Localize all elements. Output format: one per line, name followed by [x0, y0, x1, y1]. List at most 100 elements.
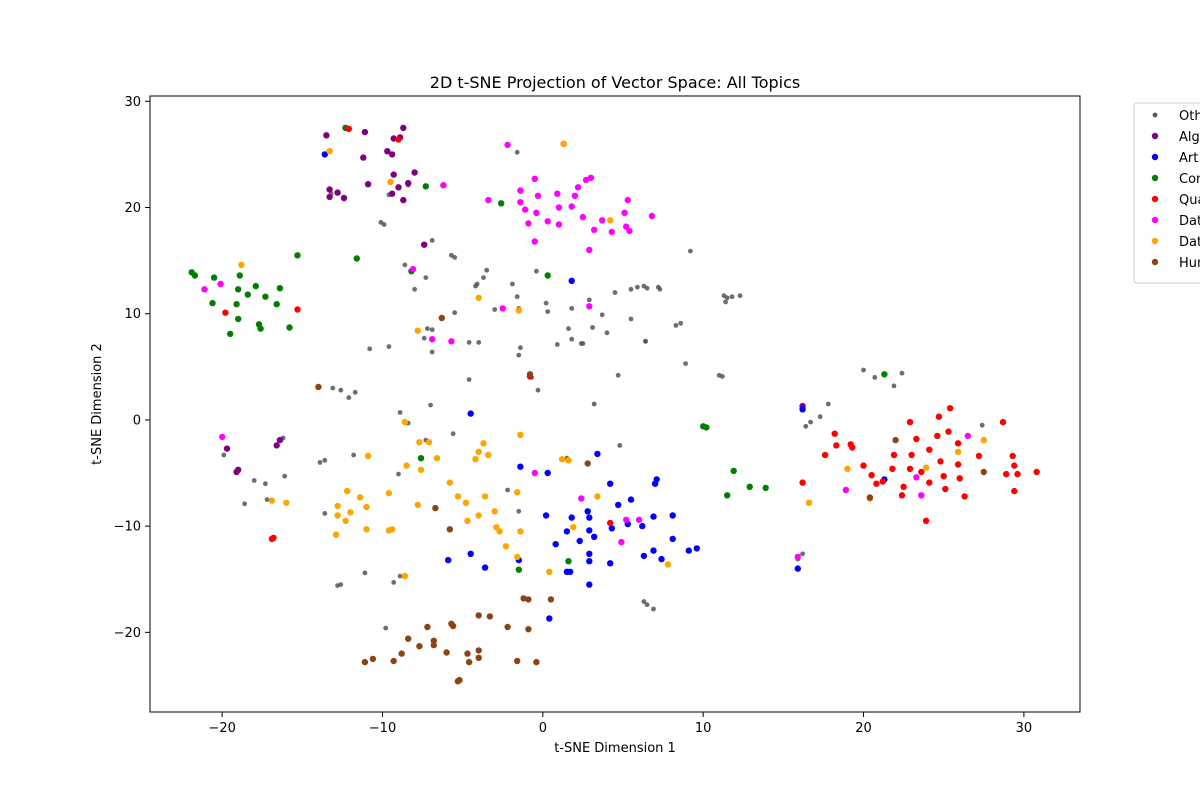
x-tick-label: 30 [1016, 721, 1033, 736]
scatter-point [954, 448, 962, 455]
scatter-point [481, 564, 489, 571]
scatter-point [918, 492, 925, 499]
scatter-point [518, 345, 523, 351]
scatter-point [353, 255, 360, 262]
scatter-point [522, 206, 529, 213]
scatter-point [233, 301, 240, 308]
scatter-point [412, 286, 417, 292]
chart-title: 2D t-SNE Projection of Vector Space: All… [430, 73, 800, 92]
y-tick-label: −20 [114, 626, 141, 641]
scatter-point [608, 525, 615, 532]
scatter-point [825, 401, 831, 407]
scatter-point [486, 613, 494, 620]
scatter-point [517, 463, 524, 470]
scatter-point [294, 306, 301, 313]
scatter-point [264, 497, 270, 502]
scatter-point [334, 189, 341, 196]
scatter-point [607, 480, 614, 487]
scatter-point [473, 283, 478, 289]
scatter-point [515, 307, 522, 314]
scatter-point [542, 512, 550, 519]
scatter-point [492, 307, 498, 312]
scatter-point [360, 154, 367, 161]
scatter-point [535, 387, 541, 393]
scatter-point [879, 478, 886, 485]
scatter-point [881, 371, 888, 378]
scatter-point [334, 512, 341, 519]
scatter-point [586, 581, 593, 588]
scatter-point [395, 184, 402, 191]
scatter-point [582, 176, 590, 184]
scatter-point [363, 526, 370, 533]
scatter-point [517, 187, 524, 194]
scatter-point [338, 387, 344, 393]
scatter-point [403, 462, 410, 469]
scatter-point [591, 401, 597, 407]
scatter-point [586, 303, 593, 310]
scatter-point [544, 218, 551, 225]
scatter-point [286, 324, 293, 331]
scatter-point [514, 553, 521, 561]
legend-marker [1151, 258, 1159, 266]
scatter-point [799, 479, 806, 486]
scatter-point [388, 151, 396, 158]
y-tick-label: 20 [124, 201, 141, 216]
scatter-point [1014, 470, 1021, 478]
scatter-point [703, 424, 710, 431]
scatter-point [599, 312, 605, 318]
scatter-point [352, 389, 358, 395]
scatter-point [514, 149, 520, 155]
scatter-point [599, 217, 606, 224]
scatter-point [276, 436, 284, 444]
scatter-point [544, 469, 551, 477]
scatter-point [926, 479, 933, 486]
scatter-point [462, 499, 470, 506]
scatter-point [580, 341, 586, 346]
scatter-point [940, 473, 947, 480]
scatter-point [794, 553, 801, 561]
scatter-point [223, 445, 231, 452]
scatter-point [586, 527, 593, 534]
scatter-point [222, 309, 229, 316]
scatter-point [525, 220, 532, 227]
scatter-point [608, 228, 615, 236]
scatter-point [669, 535, 676, 543]
scatter-point [409, 265, 417, 273]
scatter-point [390, 171, 397, 178]
scatter-point [866, 494, 874, 501]
scatter-point [345, 125, 352, 133]
scatter-point [363, 503, 370, 511]
legend-marker [1151, 195, 1159, 203]
scatter-point [417, 455, 425, 462]
scatter-point [979, 422, 985, 428]
scatter-point [555, 221, 563, 228]
scatter-point [385, 527, 393, 534]
scatter-point [268, 497, 276, 504]
scatter-point [664, 561, 672, 568]
scatter-point [737, 293, 743, 299]
scatter-point [400, 196, 407, 204]
scatter-point [799, 406, 806, 413]
scatter-point [525, 626, 532, 633]
scatter-point [571, 192, 579, 199]
scatter-point [918, 468, 925, 476]
scatter-point [954, 461, 962, 468]
scatter-point [934, 432, 941, 440]
scatter-point [346, 395, 352, 400]
scatter-point [517, 199, 524, 206]
scatter-point [510, 281, 515, 287]
scatter-point [401, 572, 409, 580]
scatter-point [935, 413, 943, 420]
scatter-point [627, 496, 635, 503]
scatter-point [669, 512, 676, 519]
scatter-point [397, 410, 403, 415]
scatter-point [244, 291, 251, 298]
scatter-point [566, 568, 574, 575]
scatter-point [315, 383, 322, 391]
scatter-point [401, 418, 409, 426]
scatter-point [466, 340, 472, 345]
scatter-point [554, 190, 561, 197]
legend-label: Qua [1179, 193, 1200, 208]
scatter-point [402, 262, 408, 268]
